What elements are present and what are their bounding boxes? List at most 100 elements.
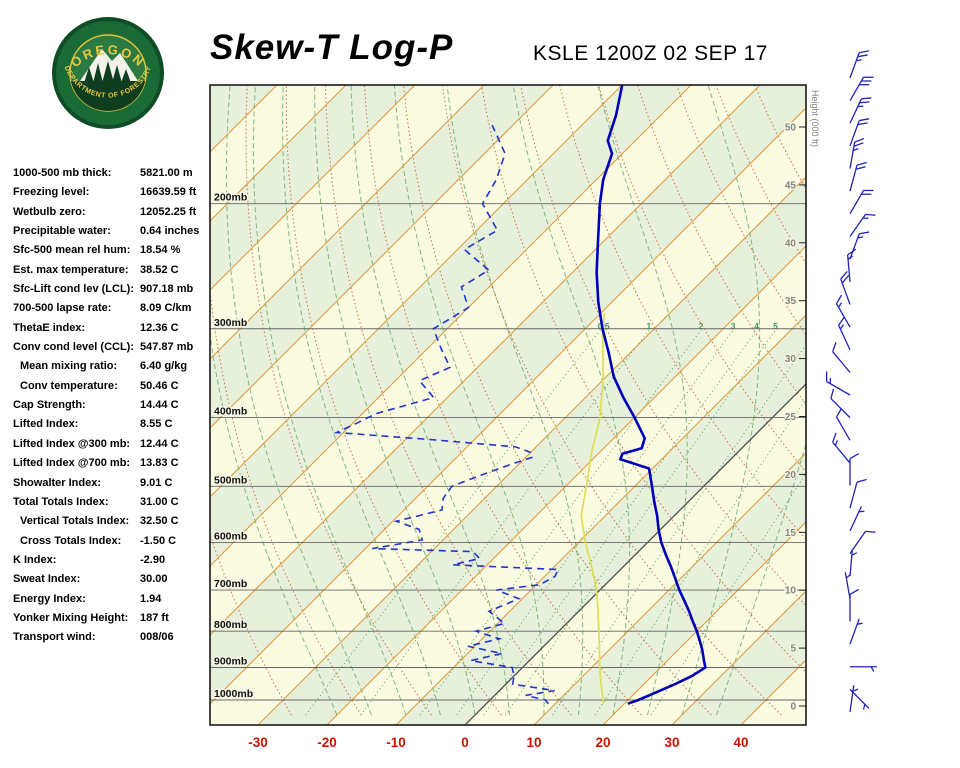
- stat-value: 9.01 C: [140, 476, 173, 489]
- wind-barb: [830, 388, 851, 419]
- moist-adiabats: [210, 85, 806, 716]
- svg-text:12: 12: [851, 321, 861, 331]
- stat-row: K Index: -2.90: [13, 554, 211, 573]
- wind-barb: [832, 432, 851, 464]
- stat-value: -1.50 C: [140, 534, 177, 547]
- wind-barb: [849, 453, 859, 486]
- stat-row: Freezing level: 16639.59 ft: [13, 186, 211, 205]
- stat-label: K Index:: [13, 553, 57, 566]
- svg-text:2: 2: [699, 321, 704, 331]
- stat-label: Transport wind:: [13, 631, 96, 644]
- wind-barb: [825, 371, 851, 396]
- stat-row: Cross Totals Index: -1.50 C: [13, 535, 211, 554]
- stat-row: Lifted Index @700 mb: 13.83 C: [13, 457, 211, 476]
- stat-label: 1000-500 mb thick:: [13, 167, 112, 179]
- stat-row: Mean mixing ratio: 6.40 g/kg: [13, 360, 211, 379]
- svg-text:20: 20: [785, 470, 797, 481]
- stat-row: 700-500 lapse rate: 8.09 C/km: [13, 302, 211, 321]
- svg-text:-30: -30: [248, 735, 268, 750]
- plot-border: [209, 84, 807, 726]
- wind-barb: [849, 189, 874, 215]
- stat-value: 187 ft: [140, 611, 169, 624]
- stat-row: Lifted Index @300 mb: 12.44 C: [13, 438, 211, 457]
- stat-row: Vertical Totals Index: 32.50 C: [13, 515, 211, 534]
- svg-text:600mb: 600mb: [214, 530, 247, 542]
- wind-barb: [849, 685, 859, 713]
- wind-barb: [849, 118, 870, 147]
- svg-text:45: 45: [785, 180, 797, 191]
- svg-text:1: 1: [646, 321, 651, 331]
- svg-text:0: 0: [790, 702, 796, 713]
- wind-barb: [840, 270, 851, 305]
- wind-barb: [835, 407, 851, 441]
- stat-value: 8.09 C/km: [140, 302, 192, 315]
- svg-text:40: 40: [733, 735, 748, 750]
- wind-barb: [832, 342, 851, 373]
- stat-label: Lifted Index:: [13, 418, 79, 431]
- stat-row: Yonker Mixing Height: 187 ft: [13, 612, 211, 631]
- mixing-ratio-lines: 0.5 1 2 3 4 5 8 12 20: [305, 320, 861, 716]
- stat-value: 12052.25 ft: [140, 205, 197, 218]
- stat-label: Wetbulb zero:: [13, 205, 86, 218]
- wind-barb: [849, 588, 859, 622]
- stat-row: 1000-500 mb thick: 5821.00 m: [13, 167, 211, 186]
- svg-text:700mb: 700mb: [214, 578, 247, 590]
- wind-barb-column: [825, 50, 877, 713]
- stat-value: 50.46 C: [140, 379, 179, 392]
- stat-label: Sweat Index:: [13, 573, 81, 586]
- svg-text:300mb: 300mb: [214, 317, 247, 329]
- stat-label: Lifted Index @700 mb:: [13, 457, 131, 470]
- station-datetime: KSLE 1200Z 02 SEP 17: [533, 42, 768, 65]
- stat-label: Precipitable water:: [13, 225, 111, 238]
- stat-value: 1.94: [140, 592, 162, 605]
- wind-barb: [849, 618, 863, 645]
- stat-value: 0.64 inches: [140, 225, 200, 238]
- svg-text:25: 25: [785, 412, 797, 423]
- wind-barb: [849, 530, 876, 554]
- stat-label: Est. max temperature:: [13, 263, 129, 276]
- stat-row: Precipitable water: 0.64 inches: [13, 225, 211, 244]
- wind-barb: [850, 666, 877, 672]
- svg-text:-10: -10: [386, 735, 406, 750]
- stat-row: Total Totals Index: 31.00 C: [13, 496, 211, 515]
- stat-row: Transport wind: 008/06: [13, 631, 211, 650]
- stat-row: ThetaE index: 12.36 C: [13, 322, 211, 341]
- stat-row: Wetbulb zero: 12052.25 ft: [13, 206, 211, 225]
- wind-barb: [835, 294, 851, 328]
- stat-value: 12.36 C: [140, 321, 179, 334]
- svg-text:900mb: 900mb: [214, 656, 247, 668]
- pressure-lines: [210, 203, 806, 701]
- dewpoint-trace: [333, 124, 560, 705]
- wind-barb: [849, 50, 870, 79]
- stat-label: Yonker Mixing Height:: [13, 611, 129, 624]
- stat-label: Freezing level:: [13, 186, 90, 199]
- stat-row: Sweat Index: 30.00: [13, 573, 211, 592]
- stat-row: Conv cond level (CCL): 547.87 mb: [13, 341, 211, 360]
- stat-value: 30.00: [140, 573, 168, 586]
- stat-row: Est. max temperature: 38.52 C: [13, 264, 211, 283]
- stat-label: Sfc-Lift cond lev (LCL):: [13, 283, 134, 296]
- stat-value: 547.87 mb: [140, 341, 194, 354]
- stat-row: Energy Index: 1.94: [13, 593, 211, 612]
- svg-text:40: 40: [785, 238, 797, 249]
- height-axis: 0 5 10 15 20 25 30 35 40 45 50 Height (000 ft): [784, 90, 820, 714]
- stat-value: 12.44 C: [140, 437, 179, 450]
- stat-row: Lifted Index: 8.55 C: [13, 418, 211, 437]
- svg-text:4: 4: [754, 321, 759, 331]
- stat-label: Mean mixing ratio:: [20, 360, 118, 373]
- wind-barb: [849, 213, 876, 237]
- svg-text:20: 20: [595, 735, 610, 750]
- stat-label: ThetaE index:: [13, 321, 86, 334]
- svg-text:5: 5: [790, 644, 796, 655]
- wind-barb: [849, 76, 874, 101]
- stat-value: 31.00 C: [140, 495, 179, 508]
- wind-barb: [846, 248, 857, 282]
- svg-text:-20: -20: [317, 735, 337, 750]
- odf-logo: OREGON DEPARTMENT OF FORESTRY: [52, 17, 164, 129]
- wind-barb: [849, 506, 865, 532]
- stat-value: 907.18 mb: [140, 283, 194, 296]
- wind-barb: [849, 549, 858, 577]
- svg-text:200mb: 200mb: [214, 192, 247, 204]
- stat-value: 18.54 %: [140, 244, 181, 257]
